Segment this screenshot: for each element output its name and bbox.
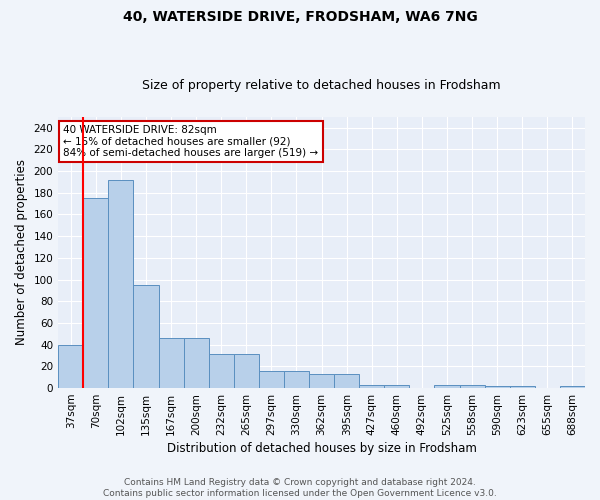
Y-axis label: Number of detached properties: Number of detached properties (15, 160, 28, 346)
Bar (133, 285, 158, 388)
Bar (434, 385, 460, 388)
Bar (309, 374, 334, 388)
X-axis label: Distribution of detached houses by size in Frodsham: Distribution of detached houses by size … (167, 442, 476, 455)
Bar (109, 180, 133, 388)
Bar (284, 370, 309, 388)
Bar (234, 354, 259, 388)
Bar (259, 370, 284, 388)
Text: 40, WATERSIDE DRIVE, FRODSHAM, WA6 7NG: 40, WATERSIDE DRIVE, FRODSHAM, WA6 7NG (122, 10, 478, 24)
Bar (184, 338, 209, 388)
Bar (209, 354, 234, 388)
Bar (560, 386, 585, 388)
Bar (334, 374, 359, 388)
Bar (385, 385, 409, 388)
Title: Size of property relative to detached houses in Frodsham: Size of property relative to detached ho… (142, 79, 501, 92)
Bar (158, 338, 184, 388)
Bar (359, 385, 385, 388)
Bar (83, 198, 109, 388)
Bar (58, 344, 83, 388)
Bar (485, 386, 510, 388)
Text: 40 WATERSIDE DRIVE: 82sqm
← 15% of detached houses are smaller (92)
84% of semi-: 40 WATERSIDE DRIVE: 82sqm ← 15% of detac… (64, 125, 319, 158)
Bar (510, 386, 535, 388)
Bar (460, 385, 485, 388)
Text: Contains HM Land Registry data © Crown copyright and database right 2024.
Contai: Contains HM Land Registry data © Crown c… (103, 478, 497, 498)
